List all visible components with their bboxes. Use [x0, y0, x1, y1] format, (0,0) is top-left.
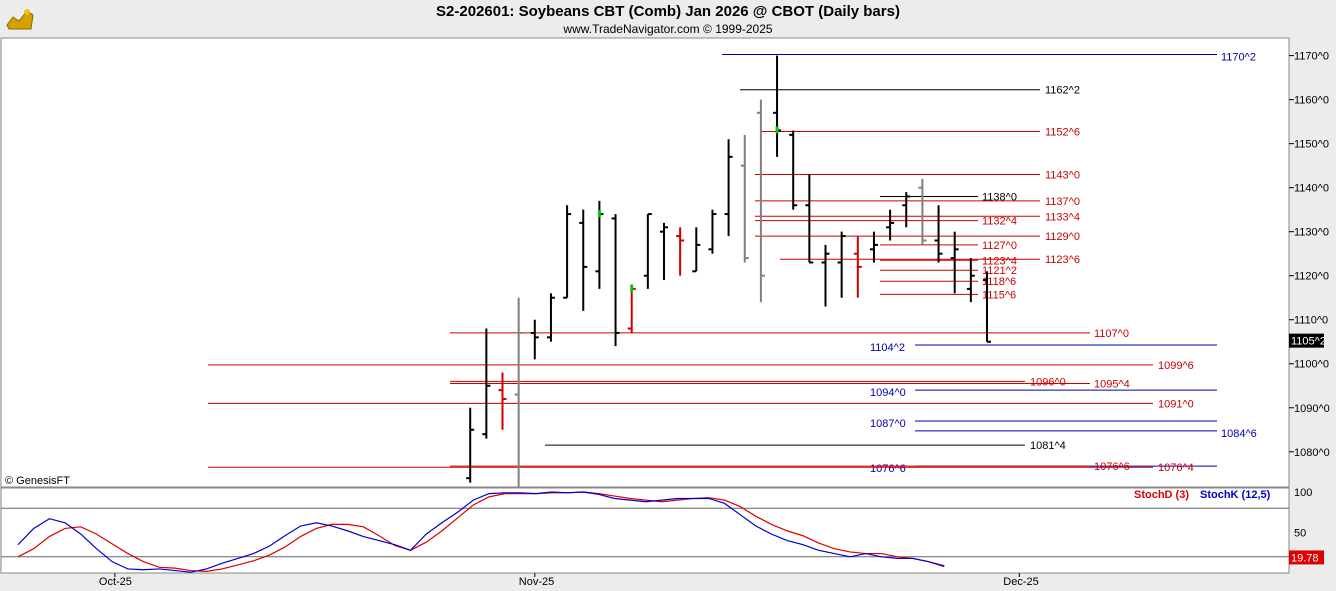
- price-level-label: 1104^2: [870, 342, 905, 354]
- price-level-label: 1132^4: [982, 216, 1017, 228]
- price-bars: [466, 55, 991, 487]
- chart-title: S2-202601: Soybeans CBT (Comb) Jan 2026 …: [436, 3, 900, 20]
- price-level-label: 1096^0: [1030, 376, 1066, 388]
- price-level-label: 1087^0: [870, 418, 906, 430]
- copyright-label: © GenesisFT: [5, 475, 70, 487]
- y-tick-label: 1160^0: [1294, 95, 1329, 107]
- stoch-last-label: 19.78: [1291, 552, 1319, 564]
- price-level-label: 1123^6: [1045, 254, 1080, 266]
- price-level-label: 1081^4: [1030, 440, 1066, 452]
- stochastic-indicator: 100 50 StochD (3) StochK (12,5) 19.78: [1, 487, 1324, 573]
- stoch-last-box: [1289, 550, 1324, 565]
- price-level-label: 1095^4: [1094, 379, 1130, 391]
- price-level-label: 1107^0: [1094, 328, 1129, 340]
- y-tick-label: 1120^0: [1294, 271, 1329, 283]
- price-level-label: 1137^0: [1045, 196, 1080, 208]
- price-level-label: 1133^4: [1045, 211, 1080, 223]
- y-tick-label: 1130^0: [1294, 227, 1329, 239]
- legend-stochk: StochK (12,5): [1200, 489, 1271, 501]
- price-level-label: 1138^0: [982, 191, 1017, 203]
- price-level-label: 1123^4: [982, 255, 1017, 267]
- price-level-label: 1170^2: [1221, 52, 1256, 64]
- x-tick-label: Dec-25: [1003, 576, 1038, 588]
- y-tick-label: 1090^0: [1294, 403, 1330, 415]
- chart-subtitle: www.TradeNavigator.com © 1999-2025: [563, 22, 773, 36]
- price-level-label: 1152^6: [1045, 127, 1080, 139]
- y-tick-label: 1100^0: [1294, 359, 1329, 371]
- price-level-label: 1162^2: [1045, 85, 1080, 97]
- price-level-label: 1099^6: [1158, 360, 1194, 372]
- header: S2-202601: Soybeans CBT (Comb) Jan 2026 …: [0, 0, 1336, 38]
- x-tick-label: Oct-25: [99, 576, 132, 588]
- price-y-axis: 1170^0 1160^0 1150^0 1140^0 1130^0 1120^0 1110…: [1289, 51, 1330, 459]
- price-level-label: 1076^6: [870, 463, 906, 475]
- price-level-label: 1143^0: [1045, 169, 1080, 181]
- indicator-panel: [0, 487, 1290, 574]
- x-tick-label: Nov-25: [519, 576, 554, 588]
- price-level-label: 1115^6: [982, 289, 1016, 301]
- stoch-y-tick-label: 100: [1294, 487, 1312, 499]
- stoch-y-tick-label: 50: [1294, 528, 1306, 540]
- price-level-label: 1129^0: [1045, 231, 1080, 243]
- y-tick-label: 1140^0: [1294, 183, 1329, 195]
- y-tick-label: 1150^0: [1294, 139, 1329, 151]
- price-level-label: 1094^0: [870, 387, 906, 399]
- stoch-series-line: [17, 491, 945, 572]
- y-tick-label: 1110^0: [1294, 315, 1328, 327]
- price-level-label: 1076^4: [1158, 462, 1194, 474]
- price-level-label: 1084^6: [1221, 428, 1257, 440]
- price-level-label: 1121^2: [982, 265, 1017, 277]
- y-tick-label: 1080^0: [1294, 447, 1330, 459]
- last-price-box: [1289, 333, 1324, 348]
- y-tick-label: 1170^0: [1294, 51, 1329, 63]
- price-panel: [0, 37, 1290, 488]
- price-level-label: 1118^6: [982, 276, 1016, 288]
- legend-stochd: StochD (3): [1134, 489, 1189, 501]
- price-level-label: 1127^0: [982, 240, 1017, 252]
- bull-logo-icon: [3, 3, 37, 35]
- price-levels: 1170^2 1162^2 1152^6 1143^0 1138^0 1137^0 1133…: [208, 52, 1257, 475]
- last-price-label: 1105^2: [1291, 336, 1326, 348]
- stoch-series-line: [17, 491, 945, 573]
- price-level-label: 1091^0: [1158, 398, 1194, 410]
